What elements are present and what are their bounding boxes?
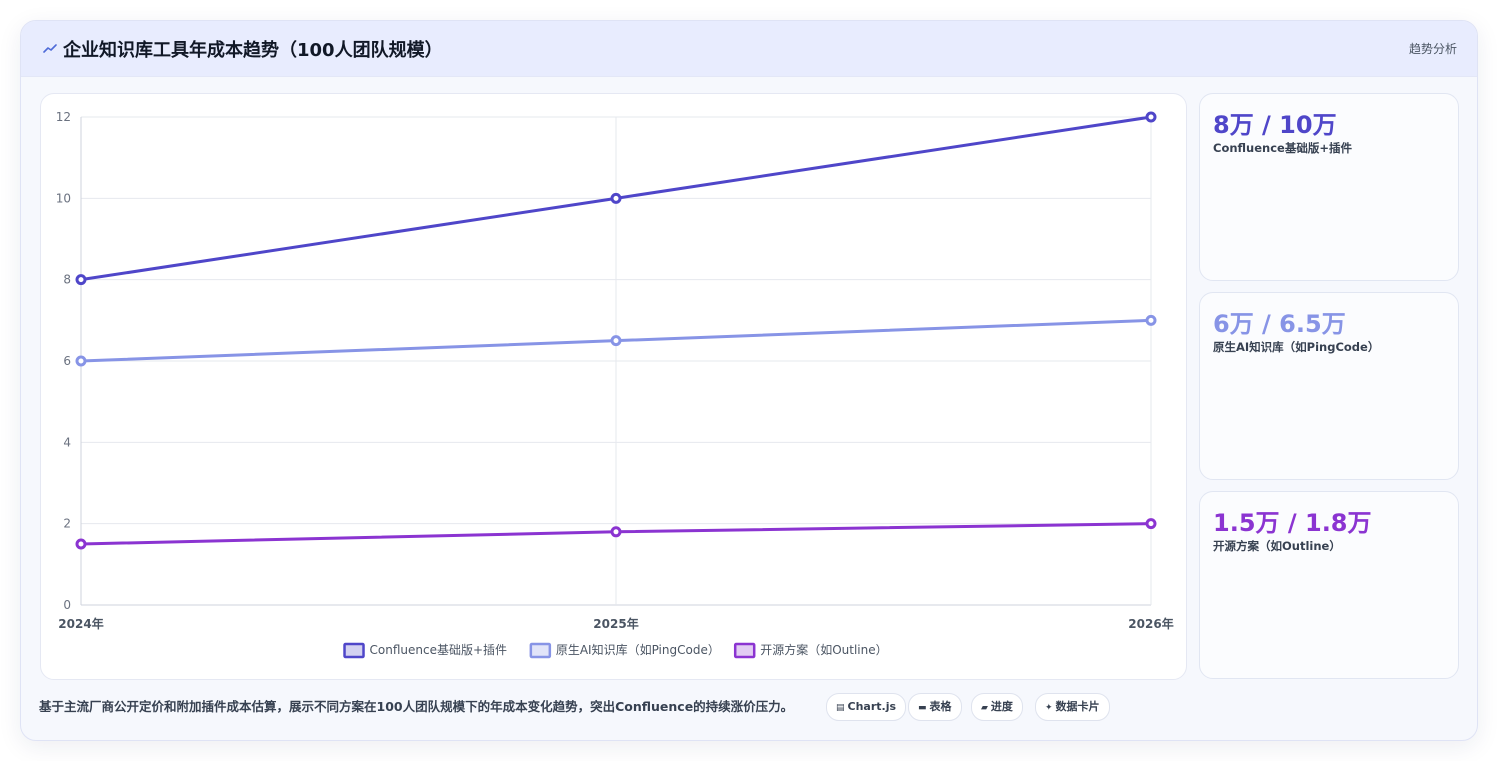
stat-label: Confluence基础版+插件 [1213, 141, 1352, 155]
chip-chartjs[interactable]: ▤ Chart.js [826, 693, 907, 721]
stat-value: 1.5万 / 1.8万 [1213, 509, 1372, 537]
stat-card-ai-kb: 6万 / 6.5万 原生AI知识库（如PingCode） [1199, 292, 1459, 480]
line-chart: 0 2 4 6 8 10 12 2024年 2025年 2026年 Confluence基础版+插件… [56, 110, 1174, 659]
data-point [75, 538, 87, 550]
y-tick-label: 4 [63, 435, 71, 449]
chart-description: 基于主流厂商公开定价和附加插件成本估算，展示不同方案在100人团队规模下的年成本… [39, 699, 794, 714]
analysis-tag: 趋势分析 [1408, 42, 1457, 56]
x-tick-label: 2026年 [1128, 616, 1173, 631]
chip-label: Chart.js [847, 700, 897, 713]
chart-icon: ▤ [836, 703, 845, 713]
stat-card-confluence: 8万 / 10万 Confluence基础版+插件 [1199, 93, 1459, 281]
stat-label: 开源方案（如Outline） [1213, 539, 1341, 553]
y-tick-label: 6 [63, 354, 71, 368]
chip-table[interactable]: ▬ 表格 [908, 693, 962, 721]
x-tick-label: 2025年 [593, 616, 638, 631]
y-tick-label: 0 [63, 598, 71, 612]
stat-value: 6万 / 6.5万 [1213, 310, 1346, 338]
data-card-icon: ✦ [1045, 703, 1053, 713]
chip-label: 表格 [929, 700, 952, 713]
data-point [1145, 111, 1157, 123]
data-point [610, 335, 622, 347]
line-chart-panel: 0 2 4 6 8 10 12 2024年 2025年 2026年 Confluence基础版+插件… [40, 93, 1187, 680]
chip-label: 数据卡片 [1055, 700, 1100, 713]
table-icon: ▬ [918, 703, 927, 713]
trend-line-icon [43, 44, 57, 53]
chip-data-card[interactable]: ✦ 数据卡片 [1035, 693, 1110, 721]
data-point [75, 274, 87, 286]
progress-icon: ▰ [981, 703, 988, 713]
legend-label: 开源方案（如Outline） [760, 642, 887, 657]
data-point [1145, 518, 1157, 530]
y-tick-label: 10 [56, 191, 71, 205]
data-point [75, 355, 87, 367]
card-header: 企业知识库工具年成本趋势（100人团队规模） 趋势分析 [21, 21, 1477, 77]
stat-value: 8万 / 10万 [1213, 111, 1337, 139]
stat-label: 原生AI知识库（如PingCode） [1213, 340, 1380, 354]
data-point [610, 526, 622, 538]
y-tick-label: 2 [63, 517, 71, 531]
stat-card-open-source: 1.5万 / 1.8万 开源方案（如Outline） [1199, 491, 1459, 679]
legend-label: Confluence基础版+插件 [370, 643, 508, 657]
legend-swatch [733, 642, 756, 659]
chip-label: 进度 [990, 700, 1013, 713]
chart-card: 企业知识库工具年成本趋势（100人团队规模） 趋势分析 0 2 4 6 8 10 12 202… [20, 20, 1478, 741]
legend-swatch [529, 642, 552, 659]
chip-progress[interactable]: ▰ 进度 [971, 693, 1023, 721]
legend-swatch [343, 642, 365, 659]
legend-label: 原生AI知识库（如PingCode） [556, 642, 720, 657]
y-tick-label: 12 [56, 110, 71, 124]
data-point [1145, 314, 1157, 326]
page-title: 企业知识库工具年成本趋势（100人团队规模） [63, 40, 443, 61]
y-tick-label: 8 [63, 273, 71, 287]
x-tick-label: 2024年 [58, 616, 103, 631]
data-point [610, 192, 622, 204]
